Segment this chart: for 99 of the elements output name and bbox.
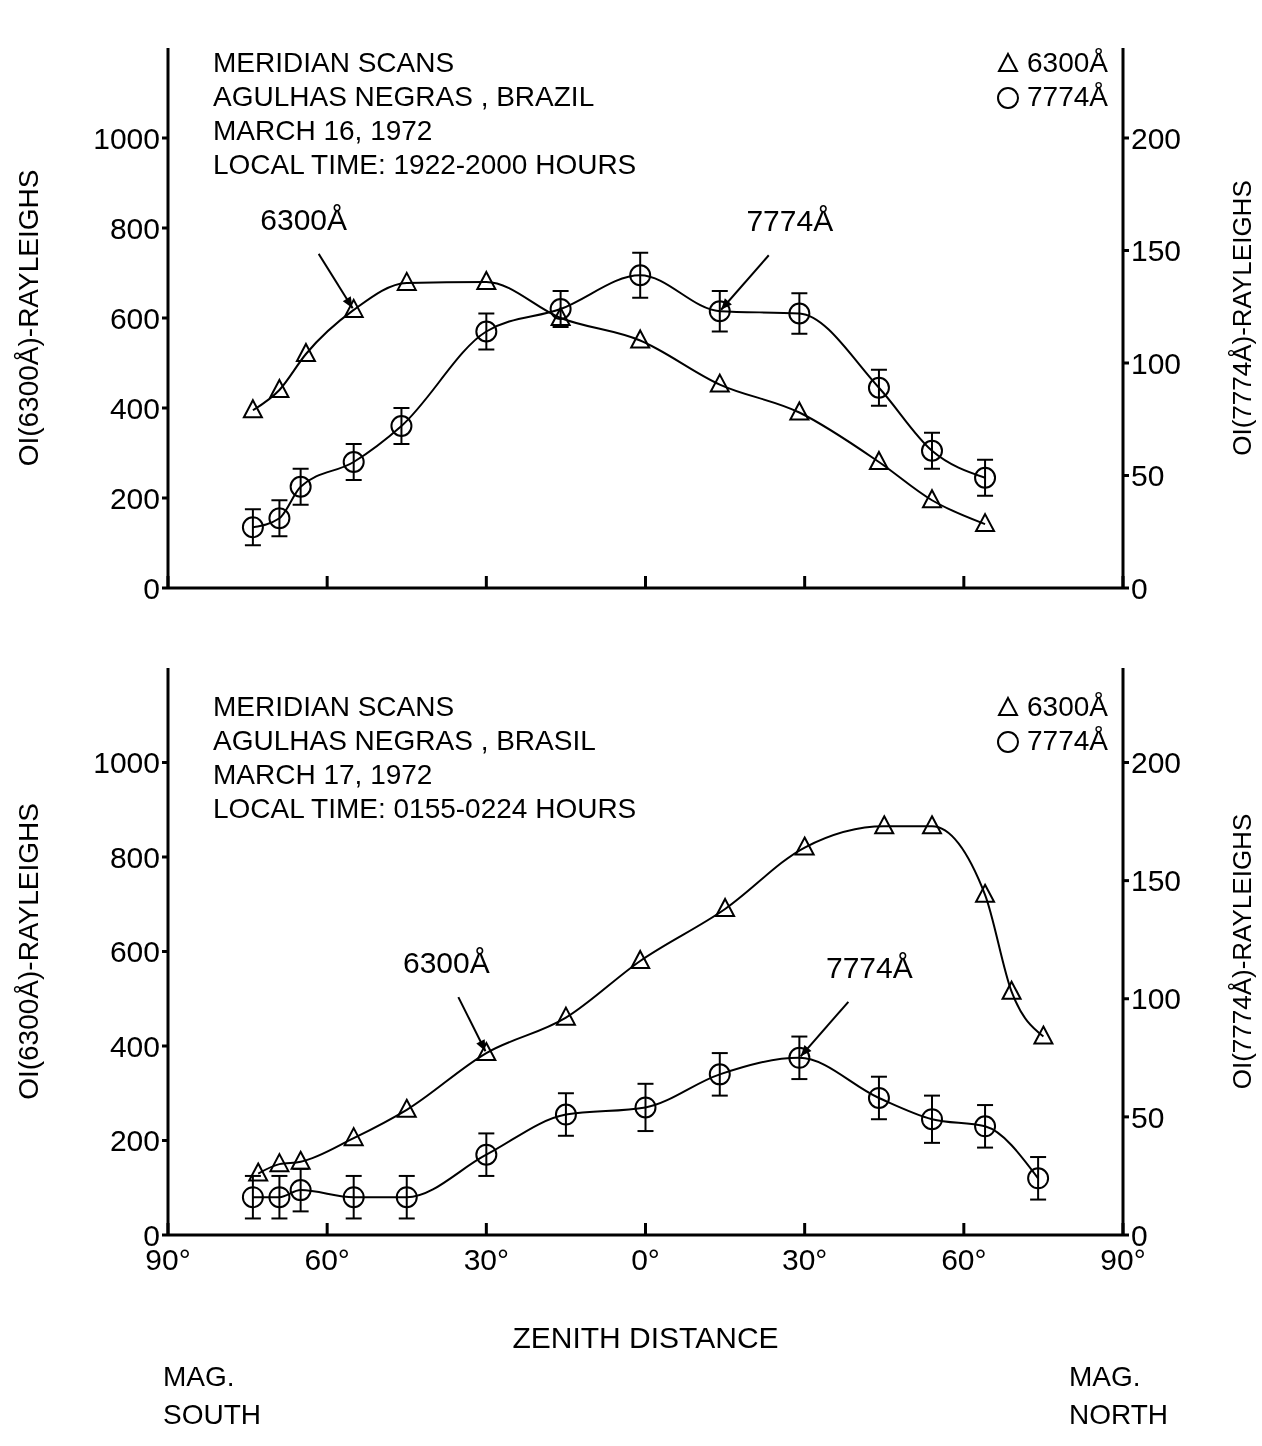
y2-tick-label: 0 [1131, 571, 1148, 605]
legend-label: 6300Å [1027, 691, 1108, 723]
y-tick-label: 200 [109, 1124, 160, 1158]
y-axis-title: OI(6300Å)-RAYLEIGHS [12, 803, 44, 1100]
point [708, 300, 731, 323]
y-tick-label: 800 [109, 211, 160, 245]
point [921, 439, 943, 462]
annotation: 7774Å [746, 204, 834, 238]
legend-label: 7774Å [1027, 725, 1108, 757]
point [975, 513, 996, 533]
annotation: 6300Å [402, 946, 490, 980]
text: MAG. SOUTH [163, 1360, 261, 1432]
point [1001, 980, 1022, 1000]
point [788, 1046, 811, 1069]
x-tick-label: 0° [631, 1243, 660, 1277]
point [867, 376, 890, 399]
point [475, 1143, 498, 1166]
point [396, 271, 417, 291]
legend-label: 7774Å [1027, 81, 1108, 113]
point [269, 1153, 290, 1173]
x-tick-label: 30° [463, 1243, 510, 1277]
text: MAG. NORTH [1068, 1360, 1168, 1432]
y2-tick-label: 50 [1131, 1100, 1165, 1134]
y-axis-title: OI(6300Å)-RAYLEIGHS [12, 169, 44, 467]
point [629, 264, 652, 287]
point [975, 883, 996, 903]
point [555, 1006, 576, 1026]
x-tick-label: 60° [941, 1243, 987, 1277]
point [794, 836, 815, 856]
point [922, 489, 942, 509]
point [268, 1186, 291, 1209]
point [343, 298, 364, 318]
x-axis-title: ZENITH DISTANCE [512, 1321, 779, 1354]
text: AGULHAS NEGRAS , BRASIL MARCH 17, 1972 LOCAL TIME: 0155-0224 HOURS [213, 724, 637, 826]
point [709, 373, 730, 393]
point [715, 897, 736, 917]
point [242, 399, 263, 419]
point [396, 1098, 417, 1118]
y2-tick-label: 150 [1131, 864, 1182, 898]
annotation: 6300Å [260, 202, 348, 236]
point [1033, 1025, 1054, 1045]
point [476, 271, 497, 290]
y2-axis-title: OI(7774Å)-RAYLEIGHS [1227, 813, 1258, 1090]
y2-axis-title: OI(7774Å)-RAYLEIGHS [1227, 180, 1258, 456]
point [390, 415, 413, 437]
point [549, 298, 572, 320]
point [289, 475, 312, 498]
text: AGULHAS NEGRAS , BRAZIL MARCH 16, 1972 LOCAL TIME: 1922-2000 HOURS [213, 80, 637, 182]
y-tick-label: 0 [143, 571, 160, 605]
y-tick-label: 600 [109, 301, 160, 335]
y-tick-label: 200 [109, 481, 160, 515]
point [974, 1115, 997, 1138]
y-tick-label: 1000 [93, 746, 160, 780]
point [874, 815, 895, 835]
point [554, 1103, 577, 1126]
point [248, 1162, 269, 1182]
point [868, 451, 889, 470]
point [922, 815, 942, 835]
y-tick-label: 800 [109, 840, 160, 874]
y-tick-label: 400 [109, 1029, 160, 1063]
point [476, 1042, 497, 1062]
point [708, 1063, 731, 1086]
y-tick-label: 600 [109, 935, 160, 969]
x-tick-label: 60° [304, 1243, 350, 1277]
x-tick-label: 30° [781, 1243, 828, 1277]
point [342, 1186, 365, 1209]
y-tick-label: 400 [109, 391, 160, 425]
point [634, 1096, 657, 1119]
point [550, 307, 571, 326]
y2-tick-label: 200 [1131, 121, 1182, 155]
point [343, 1127, 364, 1147]
point [269, 379, 290, 398]
point [867, 1086, 890, 1109]
y-tick-label: 1000 [93, 121, 160, 155]
point [630, 329, 651, 349]
y2-tick-label: 200 [1131, 746, 1182, 780]
point [289, 1179, 312, 1202]
chart-title: MERIDIAN SCANS [213, 46, 456, 80]
legend-label: 6300Å [1027, 47, 1108, 79]
point [295, 343, 316, 362]
point [241, 516, 264, 539]
annotation: 7774Å [825, 950, 913, 984]
point [241, 1186, 264, 1209]
point [1027, 1167, 1050, 1190]
point [290, 1150, 311, 1170]
y2-tick-label: 150 [1131, 234, 1182, 268]
point [342, 451, 365, 473]
point [630, 949, 651, 969]
point [395, 1186, 418, 1209]
point [475, 320, 498, 343]
point [788, 302, 811, 325]
y2-tick-label: 50 [1131, 459, 1165, 493]
point [789, 401, 810, 421]
point [974, 466, 997, 489]
point [268, 507, 291, 530]
point [921, 1108, 943, 1131]
text: MERIDIAN SCANS [213, 690, 456, 724]
y2-tick-label: 100 [1131, 982, 1182, 1016]
y2-tick-label: 100 [1131, 346, 1182, 380]
